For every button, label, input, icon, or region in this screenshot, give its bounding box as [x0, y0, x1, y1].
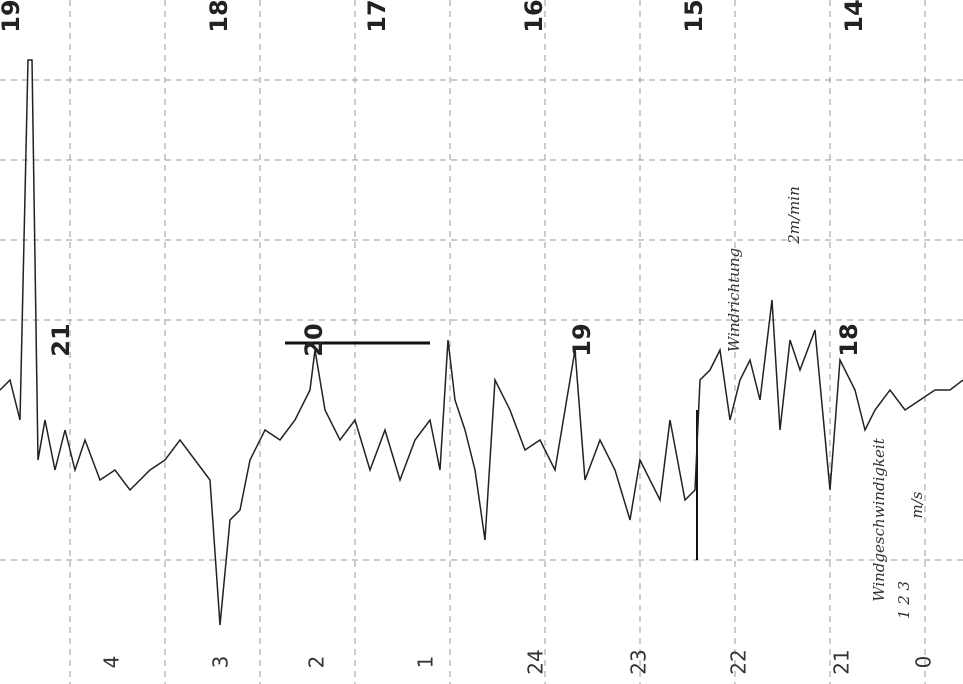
- annotation: 2m/min: [785, 186, 803, 245]
- time-label: 0: [912, 656, 936, 669]
- hour-label: 18: [835, 323, 863, 356]
- grid: [0, 0, 963, 684]
- hour-label: 17: [363, 0, 391, 33]
- trace: [0, 60, 963, 625]
- time-label: 1: [414, 656, 438, 669]
- time-label: 4: [100, 656, 124, 669]
- hour-label: 16: [520, 0, 548, 33]
- time-label: 22: [727, 649, 751, 674]
- hour-label: 14: [840, 0, 868, 33]
- time-label: 3: [209, 656, 233, 669]
- time-label: 23: [627, 649, 651, 674]
- recorder-strip: 432124232221019181716151421201918Windric…: [0, 0, 963, 684]
- hour-label: 20: [300, 323, 328, 356]
- annotation: m/s: [908, 491, 926, 518]
- hour-label: 19: [568, 323, 596, 356]
- annotation: Windrichtung: [725, 248, 743, 352]
- hour-label: 19: [0, 0, 25, 33]
- time-label: 21: [830, 649, 854, 674]
- hour-label: 21: [47, 323, 75, 356]
- time-label: 24: [524, 649, 548, 674]
- annotation: Windgeschwindigkeit: [870, 437, 888, 602]
- hour-label: 18: [205, 0, 233, 33]
- annotation: 1 2 3: [895, 581, 913, 619]
- hour-label: 15: [680, 0, 708, 33]
- time-label: 2: [305, 656, 329, 669]
